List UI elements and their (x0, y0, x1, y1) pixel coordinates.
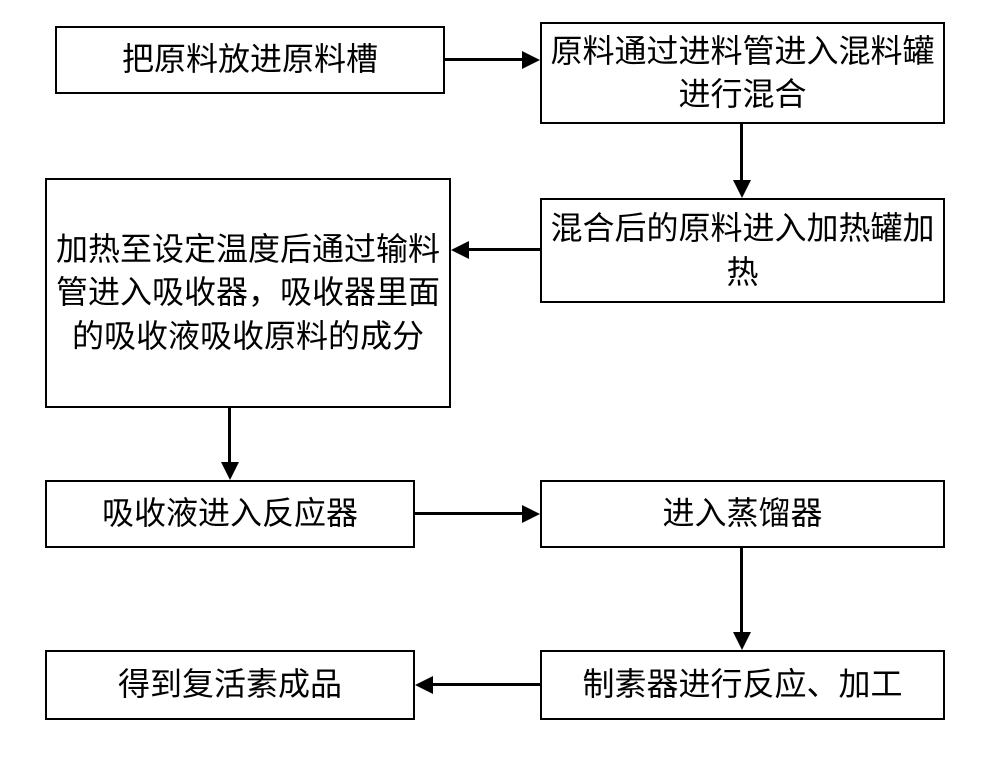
node-label: 混合后的原料进入加热罐加热 (550, 207, 935, 293)
flowchart-node: 吸收液进入反应器 (45, 480, 415, 548)
edge-line (433, 683, 540, 686)
arrow-down-icon (221, 462, 239, 480)
flowchart-node: 混合后的原料进入加热罐加热 (540, 198, 945, 303)
arrow-right-icon (522, 51, 540, 69)
edge-line (415, 512, 522, 515)
edge-line (740, 124, 743, 180)
node-label: 原料通过进料管进入混料罐进行混合 (550, 30, 935, 116)
edge-line (445, 58, 522, 61)
flowchart-node: 进入蒸馏器 (540, 480, 945, 548)
flowchart-node: 加热至设定温度后通过输料管进入吸收器，吸收器里面的吸收液吸收原料的成分 (45, 178, 451, 408)
edge-line (228, 408, 231, 462)
arrow-down-icon (733, 180, 751, 198)
node-label: 进入蒸馏器 (662, 492, 822, 535)
flowchart-node: 把原料放进原料槽 (55, 26, 445, 94)
node-label: 得到复活素成品 (118, 663, 342, 706)
edge-line (740, 548, 743, 632)
node-label: 把原料放进原料槽 (122, 38, 378, 81)
arrow-down-icon (733, 632, 751, 650)
arrow-left-icon (415, 676, 433, 694)
flowchart-canvas: 把原料放进原料槽 原料通过进料管进入混料罐进行混合 混合后的原料进入加热罐加热 … (0, 0, 1000, 784)
flowchart-node: 原料通过进料管进入混料罐进行混合 (540, 22, 945, 124)
arrow-right-icon (522, 505, 540, 523)
node-label: 吸收液进入反应器 (102, 492, 358, 535)
arrow-left-icon (451, 241, 469, 259)
node-label: 加热至设定温度后通过输料管进入吸收器，吸收器里面的吸收液吸收原料的成分 (55, 228, 441, 358)
node-label: 制素器进行反应、加工 (582, 663, 902, 706)
edge-line (469, 248, 540, 251)
flowchart-node: 得到复活素成品 (45, 650, 415, 720)
flowchart-node: 制素器进行反应、加工 (540, 650, 945, 720)
